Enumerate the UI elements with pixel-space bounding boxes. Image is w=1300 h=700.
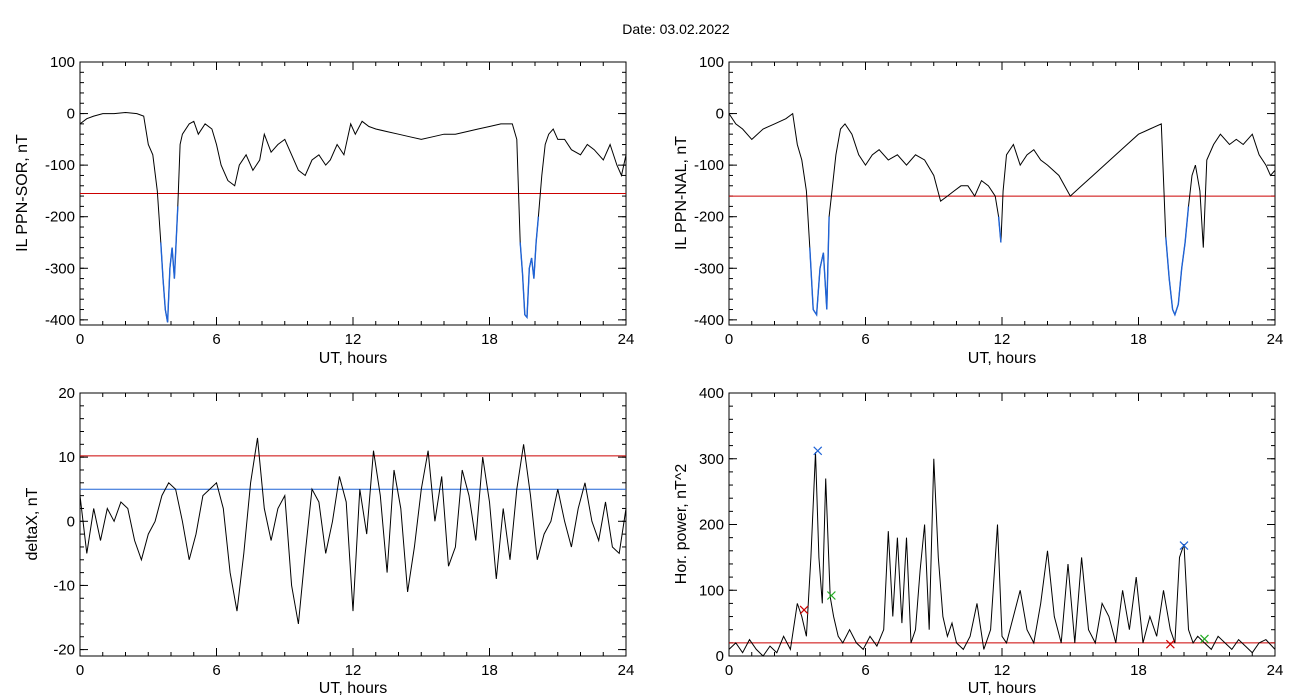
x-tick-label: 0 — [76, 662, 84, 679]
active-segment — [160, 206, 179, 323]
peak-marker — [799, 605, 809, 615]
x-tick-label: 24 — [1267, 331, 1284, 348]
x-tick-label: 18 — [481, 662, 498, 679]
x-tick-label: 12 — [345, 331, 362, 348]
marker-stroke — [799, 605, 809, 615]
y-tick-label: 100 — [699, 582, 724, 599]
plot-frame: 0 6 12 18 24 400 300 200 100 0 — [699, 385, 1283, 679]
active-segment — [519, 216, 540, 320]
plot-border — [79, 392, 627, 657]
x-axis-label: UT, hours — [319, 350, 387, 367]
y-tick-label: -400 — [694, 312, 724, 329]
x-axis-label: UT, hours — [319, 680, 387, 697]
plot-frame: 0 6 12 18 24 20 10 0 -10 -20 — [53, 385, 634, 679]
y-tick-label: 20 — [58, 385, 75, 402]
x-axis-label: UT, hours — [968, 350, 1036, 367]
panel-deltax: 0 6 12 18 24 20 10 0 -10 -20 UT, hours deltaX, nT — [24, 385, 634, 697]
y-axis-label: IL PPN-NAL, nT — [673, 136, 690, 250]
y-tick-label: -300 — [694, 260, 724, 277]
x-tick-label: 18 — [481, 331, 498, 348]
peak-marker — [1200, 634, 1209, 644]
data-layer — [728, 112, 1276, 317]
series-line — [79, 111, 627, 323]
figure-title: Date: 03.02.2022 — [622, 21, 730, 37]
plot-frame: 0 6 12 18 24 100 0 -100 -200 -300 -400 — [694, 54, 1283, 348]
y-tick-label: 100 — [50, 54, 75, 71]
x-tick-label: 24 — [618, 662, 635, 679]
data-layer — [79, 111, 627, 323]
panel-power: 0 6 12 18 24 400 300 200 100 0 UT, hours Hor. pow… — [673, 385, 1283, 697]
x-tick-label: 18 — [1130, 662, 1147, 679]
x-tick-label: 12 — [994, 662, 1011, 679]
y-axis-label: IL PPN-SOR, nT — [14, 134, 31, 252]
x-tick-label: 6 — [861, 662, 869, 679]
y-tick-label: 300 — [699, 451, 724, 468]
y-tick-label: -100 — [45, 157, 75, 174]
series-line — [728, 452, 1276, 657]
y-tick-label: -20 — [53, 642, 75, 659]
active-segment — [997, 216, 1002, 243]
y-tick-label: 0 — [716, 648, 724, 665]
x-axis-label: UT, hours — [968, 680, 1036, 697]
data-layer — [728, 446, 1276, 657]
marker-stroke — [1200, 634, 1209, 644]
x-tick-label: 24 — [1267, 662, 1284, 679]
x-tick-label: 6 — [861, 331, 869, 348]
y-tick-label: -10 — [53, 577, 75, 594]
y-tick-label: 0 — [67, 106, 75, 123]
active-segment — [1165, 206, 1190, 317]
marker-stroke — [826, 591, 836, 600]
peak-marker — [1179, 541, 1189, 550]
y-tick-label: -200 — [694, 209, 724, 226]
y-tick-label: 0 — [67, 513, 75, 530]
y-tick-label: -100 — [694, 157, 724, 174]
peak-marker — [813, 446, 823, 456]
x-tick-label: 12 — [994, 331, 1011, 348]
marker-stroke — [813, 446, 823, 456]
y-tick-label: 100 — [699, 54, 724, 71]
y-tick-label: -200 — [45, 209, 75, 226]
plot-border — [728, 392, 1276, 657]
x-tick-label: 24 — [618, 331, 635, 348]
y-axis-label: deltaX, nT — [24, 487, 41, 560]
active-segment — [809, 216, 830, 317]
series-line — [79, 437, 627, 624]
peak-marker — [1165, 639, 1175, 649]
y-tick-label: 10 — [58, 449, 75, 466]
peak-marker — [826, 591, 836, 600]
x-tick-label: 6 — [212, 662, 220, 679]
marker-stroke — [1165, 639, 1175, 649]
x-tick-label: 0 — [725, 331, 733, 348]
panel-sor: 0 6 12 18 24 100 0 -100 -200 -300 -400 UT, hours I… — [14, 54, 634, 367]
data-layer — [79, 437, 627, 624]
y-tick-label: 400 — [699, 385, 724, 402]
y-axis-label: Hor. power, nT^2 — [673, 464, 690, 585]
plot-border — [728, 61, 1276, 326]
x-tick-label: 12 — [345, 662, 362, 679]
series-line — [728, 112, 1276, 317]
marker-stroke — [1179, 541, 1189, 550]
y-tick-label: 0 — [716, 106, 724, 123]
plot-frame: 0 6 12 18 24 100 0 -100 -200 -300 -400 — [45, 54, 634, 348]
y-tick-label: 200 — [699, 517, 724, 534]
x-tick-label: 18 — [1130, 331, 1147, 348]
panel-nal: 0 6 12 18 24 100 0 -100 -200 -300 -400 UT, hours I… — [673, 54, 1283, 367]
x-tick-label: 0 — [725, 662, 733, 679]
y-tick-label: -400 — [45, 312, 75, 329]
x-tick-label: 6 — [212, 331, 220, 348]
y-tick-label: -300 — [45, 260, 75, 277]
x-tick-label: 0 — [76, 331, 84, 348]
